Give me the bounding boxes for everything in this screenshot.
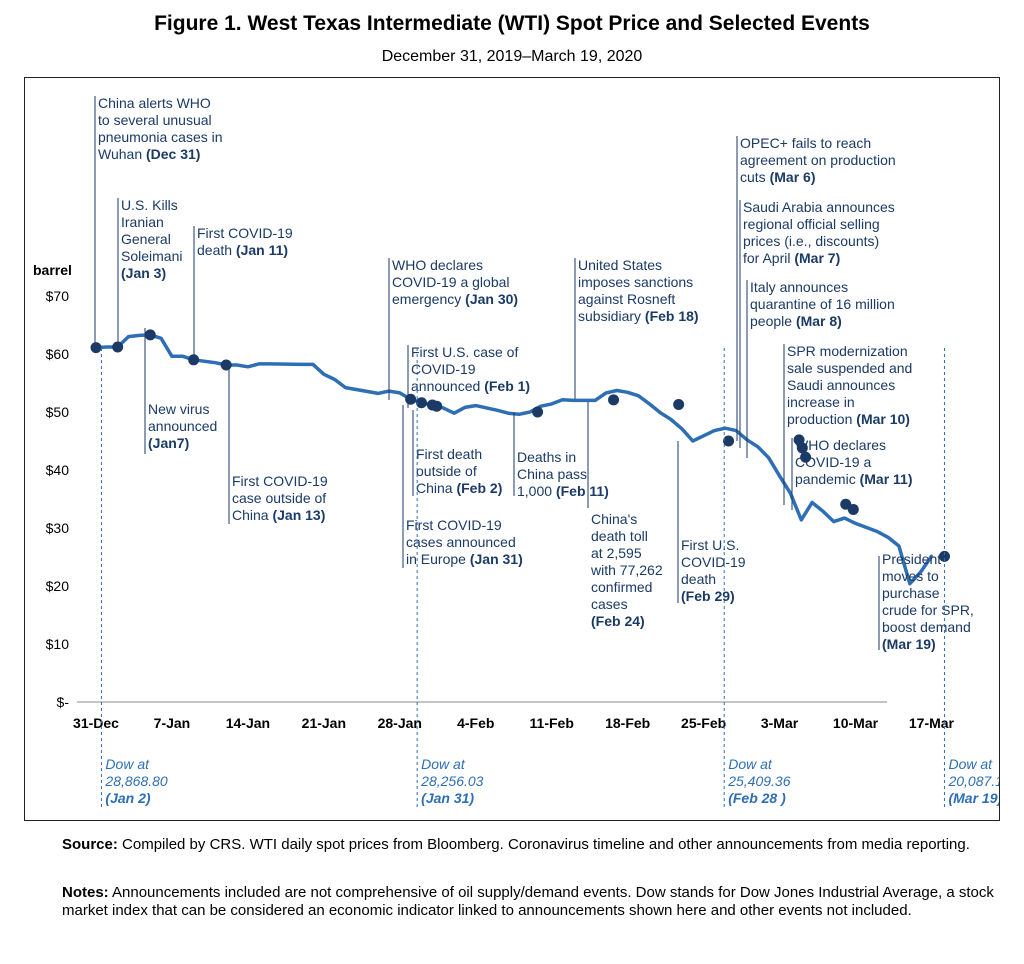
y-tick-label: $70 bbox=[46, 288, 70, 304]
dow-label: Dow at 25,409.36 (Feb 28 ) bbox=[727, 756, 790, 806]
notes-note: Notes: Announcements included are not co… bbox=[62, 884, 998, 920]
event-marker bbox=[220, 359, 232, 371]
notes-label: Notes: bbox=[62, 884, 109, 901]
event-annotation: Deaths in China pass 1,000 (Feb 11) bbox=[513, 406, 609, 499]
event-annotation: United States imposes sanctions against Ro… bbox=[574, 257, 699, 406]
event-annotation: WHO declares COVID-19 a global emergency (… bbox=[388, 257, 518, 405]
event-label: First U.S. COVID-19 death (Feb 29) bbox=[681, 537, 746, 604]
y-tick-label: $60 bbox=[46, 346, 70, 362]
event-annotation: OPEC+ fails to reach agreement on product… bbox=[736, 135, 896, 446]
event-label: SPR modernization sale suspended and Saudi… bbox=[787, 343, 912, 427]
source-text: Compiled by CRS. WTI daily spot prices f… bbox=[122, 836, 970, 853]
event-annotation: New virus announced (Jan7) bbox=[144, 328, 217, 454]
event-annotation: China alerts WHO to several unusual pneumo… bbox=[90, 95, 223, 354]
dow-annotation: Dow at 25,409.36 (Feb 28 ) bbox=[723, 348, 791, 808]
y-tick-label: $- bbox=[57, 694, 70, 710]
event-label: President moves to purchase crude for SPR, b… bbox=[882, 551, 974, 652]
event-marker bbox=[405, 393, 417, 405]
event-label: First COVID-19 case outside of China (Jan … bbox=[232, 473, 328, 523]
event-label: First death outside of China (Feb 2) bbox=[416, 446, 502, 496]
event-marker bbox=[938, 550, 950, 562]
event-annotation: First U.S. COVID-19 death (Feb 29) bbox=[677, 435, 746, 604]
event-label: WHO declares COVID-19 a global emergency (… bbox=[392, 257, 518, 307]
y-tick-label: $10 bbox=[46, 636, 70, 652]
notes-text: Announcements included are not comprehen… bbox=[62, 884, 994, 919]
x-tick-label: 18-Feb bbox=[605, 715, 650, 731]
y-axis-title: barrel bbox=[33, 262, 72, 278]
chart-frame: barrel $70 $60 $50 $40 $30 $20 $10 $- 31-Dec 7-Jan… bbox=[24, 77, 1000, 821]
event-marker bbox=[416, 397, 427, 409]
event-label: New virus announced (Jan7) bbox=[148, 401, 217, 451]
event-label: Saudi Arabia announces regional official … bbox=[743, 199, 895, 266]
event-label: Italy announces quarantine of 16 million p… bbox=[750, 279, 895, 329]
event-marker bbox=[723, 435, 735, 447]
x-tick-label: 10-Mar bbox=[833, 715, 879, 731]
x-tick-label: 11-Feb bbox=[530, 715, 574, 731]
x-tick-label: 25-Feb bbox=[681, 715, 726, 731]
event-marker bbox=[431, 400, 443, 412]
event-label: OPEC+ fails to reach agreement on product… bbox=[740, 135, 896, 185]
event-label: WHO declares COVID-19 a pandemic (Mar 11) bbox=[795, 437, 913, 487]
x-tick-label: 14-Jan bbox=[226, 715, 270, 731]
page-subtitle: December 31, 2019–March 19, 2020 bbox=[381, 48, 643, 65]
dow-label: Dow at 28,868.80 (Jan 2) bbox=[104, 756, 167, 806]
event-label: China alerts WHO to several unusual pneumo… bbox=[98, 95, 223, 162]
event-marker bbox=[800, 451, 812, 463]
dow-label: Dow at 28,256.03 (Jan 31) bbox=[420, 756, 483, 806]
event-label: United States imposes sanctions against Ro… bbox=[578, 257, 699, 324]
event-marker bbox=[532, 406, 544, 418]
x-tick-label: 4-Feb bbox=[457, 715, 494, 731]
event-annotation: Saudi Arabia announces regional official … bbox=[739, 199, 895, 454]
event-label: China's death toll at 2,595 with 77,262 conf… bbox=[590, 511, 663, 629]
wti-price-chart: barrel $70 $60 $50 $40 $30 $20 $10 $-31-Dec 7-Jan… bbox=[33, 95, 999, 808]
page-title: Figure 1. West Texas Intermediate (WTI) … bbox=[154, 12, 870, 35]
event-annotation: WHO declares COVID-19 a pandemic (Mar 11) bbox=[791, 437, 913, 515]
event-marker bbox=[796, 442, 808, 454]
event-marker bbox=[112, 341, 124, 353]
event-marker bbox=[188, 354, 200, 366]
event-marker bbox=[90, 342, 102, 354]
event-marker bbox=[144, 329, 156, 341]
event-label: U.S. Kills Iranian General Soleimani (Jan 3) bbox=[121, 197, 182, 281]
event-annotation: U.S. Kills Iranian General Soleimani (Jan 3) bbox=[112, 197, 182, 353]
x-tick-label: 31-Dec bbox=[73, 715, 119, 731]
dow-annotation: Dow at 28,868.80 (Jan 2) bbox=[100, 348, 168, 808]
event-annotation: China's death toll at 2,595 with 77,262 conf… bbox=[587, 398, 685, 629]
event-marker bbox=[847, 503, 859, 515]
event-label: First U.S. case of COVID-19 announced (Feb… bbox=[411, 344, 530, 394]
event-annotation: SPR modernization sale suspended and Saudi… bbox=[783, 343, 912, 510]
y-tick-label: $30 bbox=[46, 520, 70, 536]
x-tick-label: 3-Mar bbox=[761, 715, 799, 731]
y-tick-label: $50 bbox=[46, 404, 70, 420]
event-annotation: Italy announces quarantine of 16 million p… bbox=[746, 279, 895, 463]
event-label: First COVID-19 death (Jan 11) bbox=[197, 225, 293, 258]
event-annotation: First COVID-19 cases announced in Europe (… bbox=[402, 397, 523, 568]
x-tick-label: 7-Jan bbox=[154, 715, 191, 731]
event-annotation: First COVID-19 case outside of China (Jan … bbox=[220, 359, 328, 524]
y-tick-label: $20 bbox=[46, 578, 70, 594]
event-label: First COVID-19 cases announced in Europe (… bbox=[406, 517, 523, 567]
source-label: Source: bbox=[62, 836, 118, 853]
x-tick-label: 21-Jan bbox=[302, 715, 346, 731]
y-tick-label: $40 bbox=[46, 462, 70, 478]
source-note: Source: Compiled by CRS. WTI daily spot … bbox=[62, 836, 998, 854]
dow-annotation: Dow at 28,256.03 (Jan 31) bbox=[416, 348, 484, 808]
event-annotation: First COVID-19 death (Jan 11) bbox=[188, 225, 293, 366]
x-tick-label: 28-Jan bbox=[378, 715, 422, 731]
event-marker bbox=[608, 394, 620, 406]
x-tick-label: 17-Mar bbox=[909, 715, 955, 731]
event-label: Deaths in China pass 1,000 (Feb 11) bbox=[517, 449, 609, 499]
event-annotation: First death outside of China (Feb 2) bbox=[412, 400, 502, 496]
event-annotation: President moves to purchase crude for SPR, b… bbox=[878, 550, 974, 652]
event-marker bbox=[673, 398, 685, 410]
